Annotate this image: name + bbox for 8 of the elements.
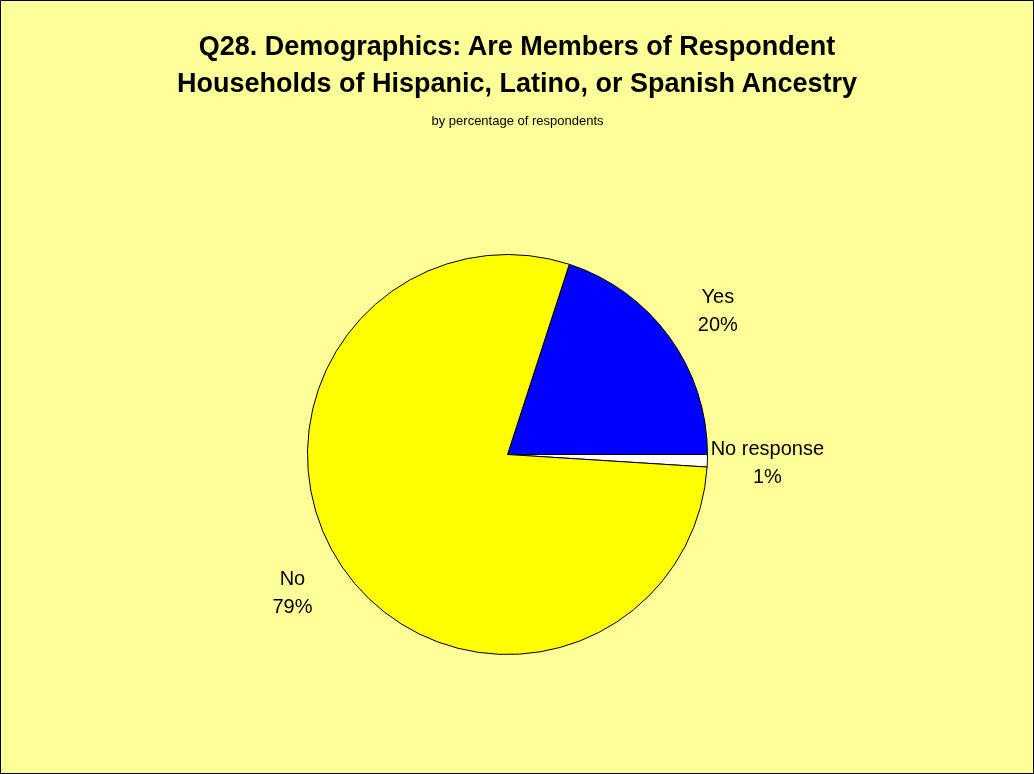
data-label: 79% [272,595,313,618]
data-label: 1% [752,465,783,488]
chart-title: Q28. Demographics: Are Members of Respondent Households of Hispanic, Latino, or Spanish Ancestry [176,30,858,98]
slice-label: Yes [701,285,735,308]
data-label: 20% [697,313,739,336]
slice-label: No response [710,437,825,460]
slice-label: No [279,567,306,590]
chart-subtitle: by percentage of respondents [431,113,604,128]
